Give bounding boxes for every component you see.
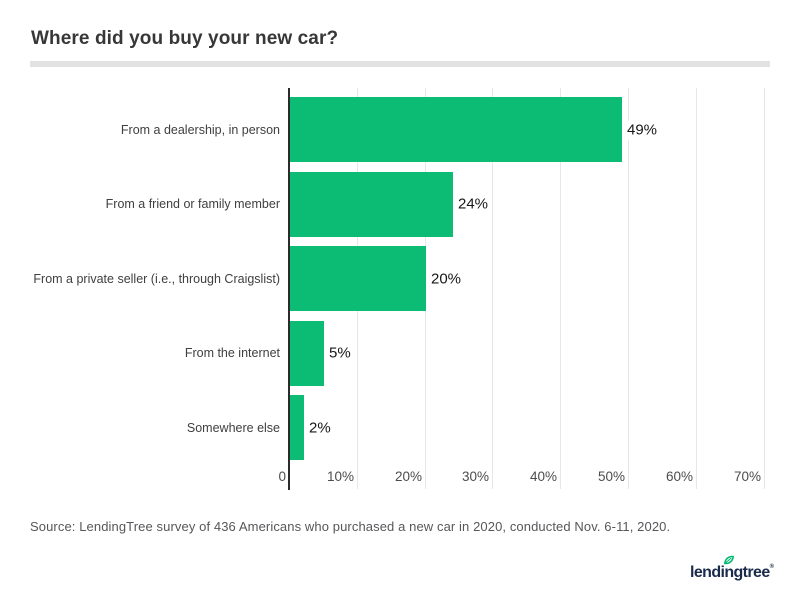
logo-wordmark-text: lendingtree	[690, 564, 770, 581]
title-divider	[30, 61, 770, 67]
bar-2	[290, 172, 453, 237]
category-label-1: From a dealership, in person	[120, 123, 280, 137]
x-tick-label-10%: 10%	[326, 469, 354, 484]
bar-4	[290, 321, 324, 386]
y-axis-line	[288, 88, 290, 490]
bar-value-label-2: 24%	[456, 194, 491, 214]
x-tick-label-0: 0	[278, 469, 286, 484]
bar-1	[290, 97, 622, 162]
source-note: Source: LendingTree survey of 436 Americ…	[30, 519, 671, 534]
bar-5	[290, 395, 304, 460]
category-label-3: From a private seller (i.e., through Cra…	[33, 272, 280, 286]
gridline-50	[628, 88, 629, 489]
gridline-40	[560, 88, 561, 489]
lendingtree-logo: lendingtree®	[690, 553, 776, 589]
gridline-30	[492, 88, 493, 489]
x-tick-label-20%: 20%	[394, 469, 422, 484]
bar-value-label-1: 49%	[625, 120, 660, 140]
chart-title: Where did you buy your new car?	[31, 28, 339, 49]
bar-value-label-4: 5%	[327, 343, 353, 363]
category-label-2: From a friend or family member	[105, 197, 280, 211]
x-tick-label-70%: 70%	[733, 469, 761, 484]
gridline-60	[696, 88, 697, 489]
x-tick-label-30%: 30%	[461, 469, 489, 484]
leaf-icon	[723, 555, 735, 565]
bar-value-label-3: 20%	[429, 269, 464, 289]
bar-value-label-5: 2%	[307, 418, 333, 438]
logo-wordmark: lendingtree®	[690, 564, 774, 582]
x-tick-label-50%: 50%	[597, 469, 625, 484]
bar-3	[290, 246, 426, 311]
x-tick-label-60%: 60%	[665, 469, 693, 484]
x-tick-label-40%: 40%	[529, 469, 557, 484]
logo-trademark: ®	[769, 564, 775, 570]
gridline-70	[764, 88, 765, 489]
category-label-5: Somewhere else	[186, 421, 280, 435]
category-label-4: From the internet	[184, 346, 280, 360]
